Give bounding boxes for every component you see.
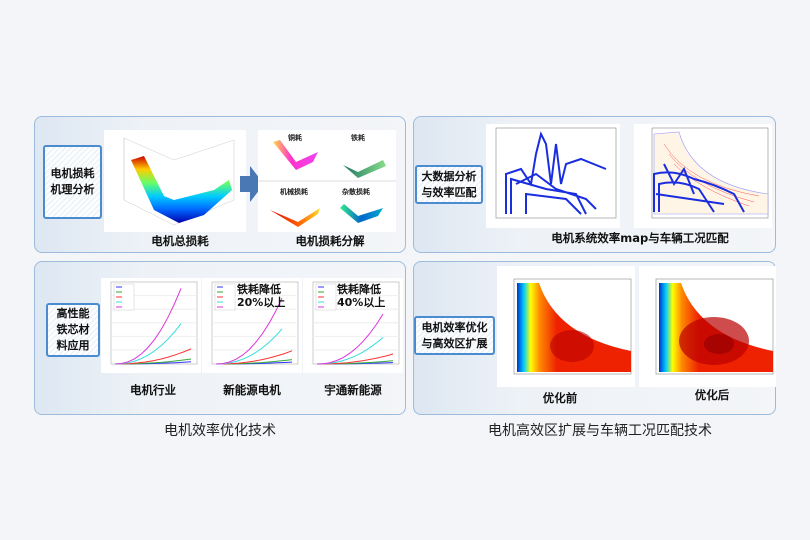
big-data-label: 大数据分析 与效率匹配 (415, 165, 483, 204)
efficiency-map-plot (634, 124, 772, 228)
iron-loss-chart-nev (202, 278, 302, 373)
iron-loss-note-40: 铁耗降低 40%以上 (337, 283, 386, 309)
caption-yutong: 宇通新能源 (324, 383, 382, 397)
operating-points-plot (486, 124, 620, 228)
iron-loss-note-20: 铁耗降低 20%以上 (237, 283, 286, 309)
loss-curve (114, 348, 192, 365)
loss-curve (215, 297, 283, 365)
loss-analysis-label: 电机损耗 机理分析 (43, 145, 102, 219)
loss-decomposition-caption: 电机损耗分解 (295, 234, 365, 248)
right-section-title: 电机高效区扩展与车辆工况匹配技术 (488, 423, 712, 439)
loss-curve (316, 353, 394, 365)
loss-decomposition-plots (258, 130, 396, 232)
efficiency-expansion-label: 电机效率优化 与高效区扩展 (414, 316, 495, 355)
sub-plot-title-mechanical: 机械损耗 (280, 188, 308, 196)
caption-nev: 新能源电机 (223, 383, 281, 397)
core-material-label: 高性能 铁芯材 料应用 (46, 303, 100, 357)
arrow-right-icon (240, 166, 264, 202)
caption-industry: 电机行业 (130, 383, 176, 397)
loss-curve (316, 337, 384, 365)
sub-plot-title-copper: 铜耗 (288, 134, 302, 142)
efficiency-map-before (497, 266, 635, 387)
left-section-title: 电机效率优化技术 (164, 423, 276, 439)
before-caption: 优化前 (542, 391, 578, 405)
iron-loss-chart-yutong (303, 278, 403, 373)
efficiency-map-after (639, 266, 776, 387)
sub-plot-title-stray: 杂散损耗 (342, 188, 370, 196)
loss-curve (316, 313, 384, 365)
total-loss-3d-plot (104, 130, 246, 232)
total-loss-caption: 电机总损耗 (151, 234, 209, 248)
iron-loss-chart-industry (101, 278, 201, 373)
after-caption: 优化后 (694, 388, 730, 402)
loss-curve (114, 288, 182, 365)
sub-plot-title-iron: 铁耗 (351, 134, 365, 142)
big-data-caption: 电机系统效率map与车辆工况匹配 (551, 231, 729, 245)
loss-curve (215, 350, 293, 365)
loss-curve (114, 323, 182, 365)
loss-curve (215, 328, 283, 365)
